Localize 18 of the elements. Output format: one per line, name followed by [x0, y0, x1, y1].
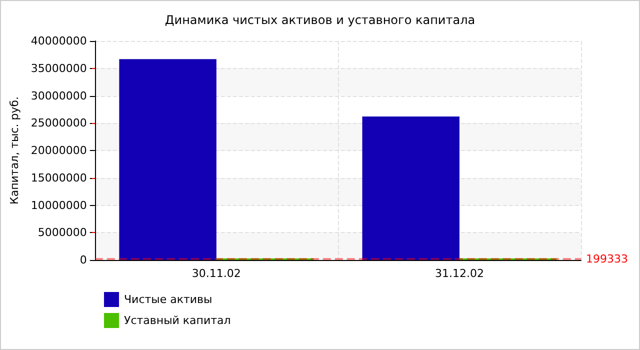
y-tick-label: 30000000	[30, 89, 87, 102]
x-tick-label: 30.11.02	[192, 267, 241, 280]
chart-title: Динамика чистых активов и уставного капитала	[164, 13, 476, 27]
y-tick-label: 15000000	[30, 171, 87, 184]
bar	[119, 59, 216, 260]
y-axis-title: Капитал, тыс. руб.	[8, 96, 21, 204]
legend-label: Уставный капитал	[124, 314, 231, 327]
y-tick-label: 40000000	[30, 34, 87, 48]
y-tick-label: 5000000	[38, 226, 87, 240]
ref-line-label: 199333	[586, 252, 628, 266]
x-tick-label: 31.12.02	[434, 267, 484, 280]
y-tick-label: 20000000	[30, 144, 87, 157]
bar	[362, 116, 460, 260]
y-tick-label: 25000000	[30, 116, 87, 130]
y-tick-label: 10000000	[30, 198, 87, 212]
y-tick-label: 0	[80, 254, 87, 266]
y-tick-label: 35000000	[30, 62, 87, 75]
legend-label: Чистые активы	[124, 293, 212, 306]
